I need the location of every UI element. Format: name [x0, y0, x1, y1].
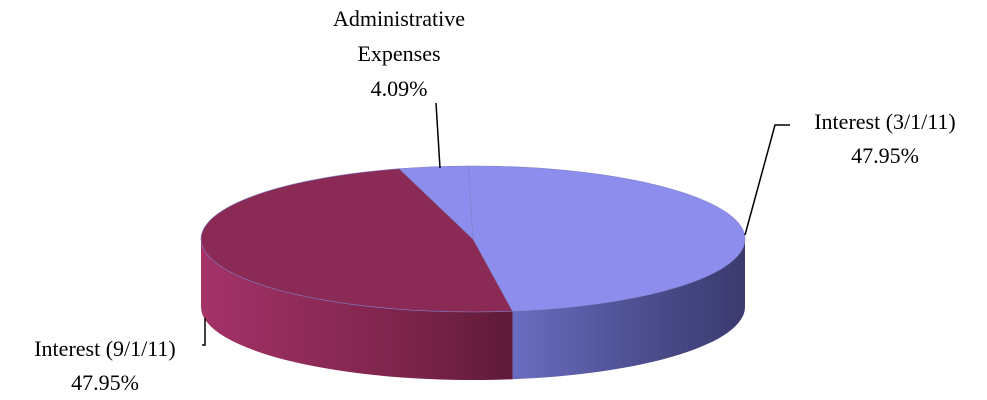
- label-interest-sept: Interest (9/1/11) 47.95%: [34, 336, 176, 395]
- label-admin-line2: Expenses: [357, 41, 440, 66]
- pie-side-interest-sept: [201, 239, 513, 381]
- pie-side-walls: [201, 239, 745, 381]
- pie-top-faces: [200, 165, 746, 313]
- label-admin-percent: 4.09%: [371, 76, 428, 101]
- pie-side-interest-march: [512, 239, 745, 380]
- leader-line-admin: [435, 102, 441, 169]
- label-interest-sept-percent: 47.95%: [71, 370, 139, 395]
- pie-slice-interest-march: [467, 165, 746, 312]
- label-admin-line1: Administrative: [333, 6, 465, 31]
- leader-line-interest-march: [744, 124, 790, 236]
- label-interest-march-percent: 47.95%: [851, 143, 919, 168]
- label-interest-march: Interest (3/1/11) 47.95%: [814, 109, 956, 168]
- label-admin: Administrative Expenses 4.09%: [333, 6, 465, 101]
- pie-slice-interest-sept: [200, 168, 514, 313]
- leader-line-interest-sept: [202, 318, 206, 346]
- label-interest-march-name: Interest (3/1/11): [814, 109, 956, 134]
- label-interest-sept-name: Interest (9/1/11): [34, 336, 176, 361]
- pie-slice-admin: [398, 165, 474, 240]
